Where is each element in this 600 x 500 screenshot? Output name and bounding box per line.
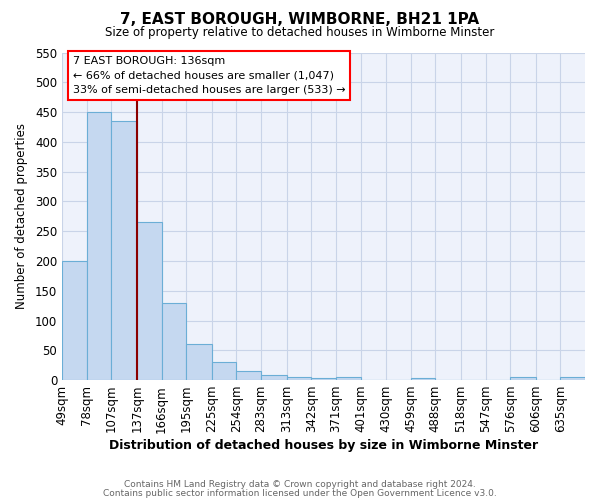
Bar — [62, 261, 87, 380]
Bar — [212, 362, 236, 380]
Bar — [161, 302, 186, 380]
Bar — [137, 222, 161, 380]
Bar — [336, 377, 361, 380]
Text: 7, EAST BOROUGH, WIMBORNE, BH21 1PA: 7, EAST BOROUGH, WIMBORNE, BH21 1PA — [121, 12, 479, 28]
Bar — [236, 371, 261, 380]
Text: Contains public sector information licensed under the Open Government Licence v3: Contains public sector information licen… — [103, 488, 497, 498]
Y-axis label: Number of detached properties: Number of detached properties — [15, 124, 28, 310]
Bar — [261, 376, 287, 380]
Bar — [87, 112, 112, 380]
X-axis label: Distribution of detached houses by size in Wimborne Minster: Distribution of detached houses by size … — [109, 440, 538, 452]
Bar — [560, 377, 585, 380]
Bar — [186, 344, 212, 380]
Bar — [510, 377, 536, 380]
Bar — [112, 121, 137, 380]
Text: Contains HM Land Registry data © Crown copyright and database right 2024.: Contains HM Land Registry data © Crown c… — [124, 480, 476, 489]
Text: Size of property relative to detached houses in Wimborne Minster: Size of property relative to detached ho… — [106, 26, 494, 39]
Bar — [410, 378, 436, 380]
Bar — [311, 378, 336, 380]
Bar — [287, 377, 311, 380]
Text: 7 EAST BOROUGH: 136sqm
← 66% of detached houses are smaller (1,047)
33% of semi-: 7 EAST BOROUGH: 136sqm ← 66% of detached… — [73, 56, 345, 96]
